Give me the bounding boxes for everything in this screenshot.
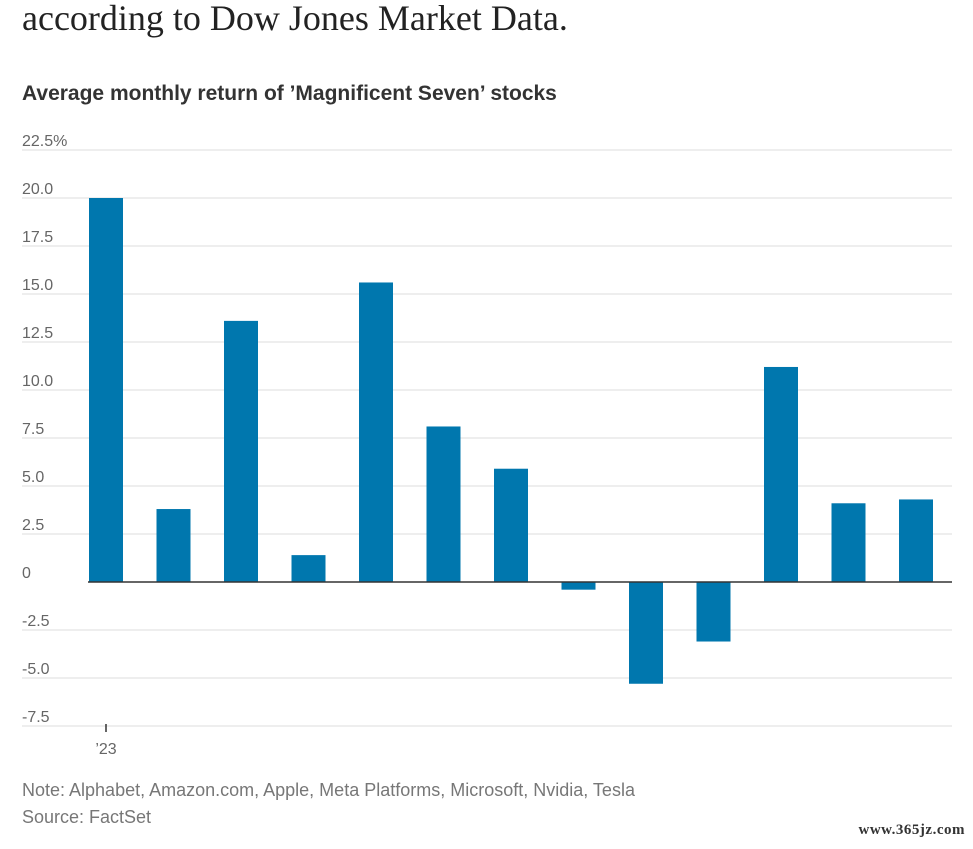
y-tick-label: 20.0	[22, 181, 53, 198]
chart-source: Source: FactSet	[22, 807, 152, 827]
bar	[831, 503, 866, 582]
y-tick-label: 0	[22, 565, 31, 582]
y-tick-label: 15.0	[22, 277, 53, 294]
bar	[156, 509, 191, 582]
y-tick-label: 22.5%	[22, 133, 67, 150]
chart-title: Average monthly return of ’Magnificent S…	[22, 82, 557, 105]
bar	[89, 198, 123, 582]
gridlines	[22, 149, 952, 727]
bar	[561, 582, 596, 590]
y-tick-label: -7.5	[22, 709, 50, 726]
y-tick-label: 17.5	[22, 229, 53, 246]
y-axis-tick-labels: -7.5 -5.0 -2.5 0 2.5 5.0 7.5 10.0 12.5 15.0 17.5 20…	[22, 133, 67, 726]
bar	[764, 366, 798, 582]
bar	[629, 582, 663, 684]
y-tick-label: -5.0	[22, 661, 50, 678]
bar	[224, 320, 258, 582]
chart-note: Note: Alphabet, Amazon.com, Apple, Meta …	[22, 780, 635, 800]
bar	[899, 499, 933, 582]
bar	[494, 468, 528, 582]
y-tick-label: 2.5	[22, 517, 44, 534]
y-tick-label: 12.5	[22, 325, 53, 342]
y-tick-label: 10.0	[22, 373, 53, 390]
x-tick-label: ’23	[95, 741, 116, 758]
bar-chart: -7.5 -5.0 -2.5 0 2.5 5.0 7.5 10.0 12.5 15.0 17.5 20…	[22, 133, 952, 758]
x-axis: ’23	[95, 724, 117, 758]
bar	[426, 426, 461, 582]
bar	[359, 282, 393, 582]
y-tick-label: 5.0	[22, 469, 44, 486]
bar	[696, 582, 731, 642]
y-tick-label: 7.5	[22, 421, 44, 438]
y-tick-label: -2.5	[22, 613, 50, 630]
bars	[89, 198, 933, 684]
headline: according to Dow Jones Market Data.	[22, 0, 568, 38]
bar	[291, 555, 326, 582]
watermark: www.365jz.com	[858, 822, 965, 838]
